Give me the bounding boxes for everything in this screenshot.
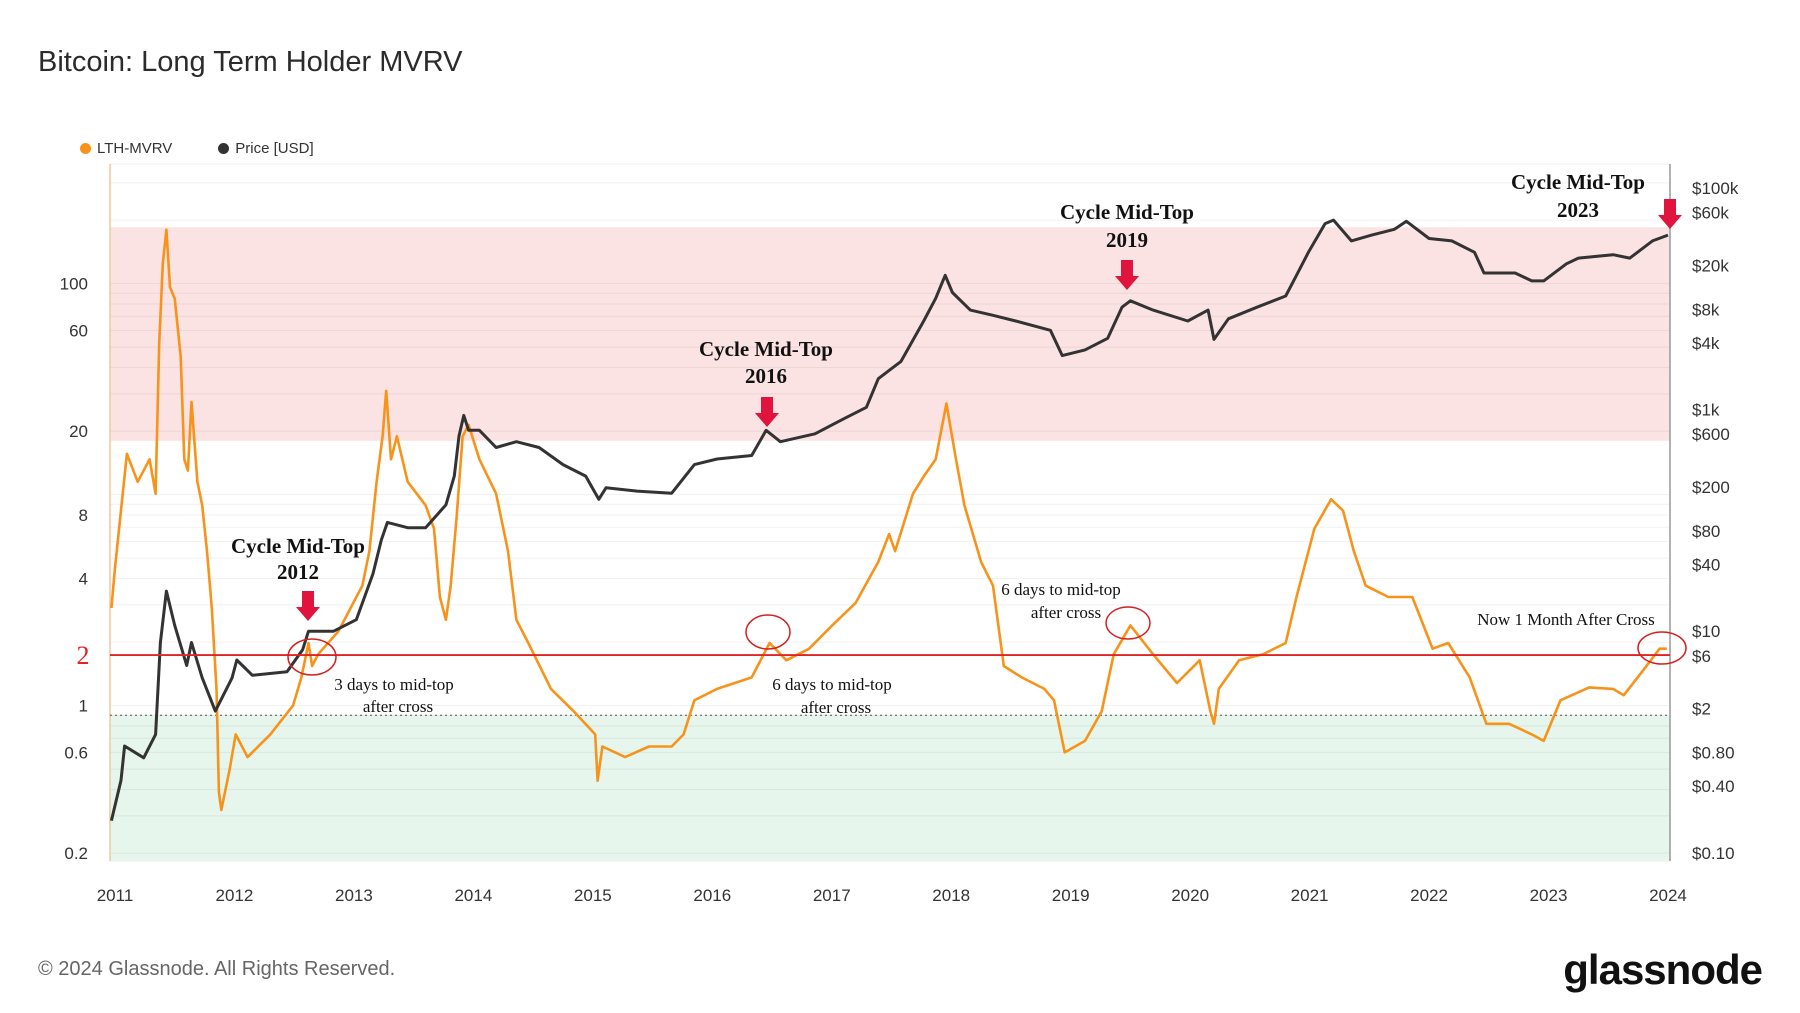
legend-item-lth-mvrv[interactable]: LTH-MVRV — [80, 140, 172, 157]
left-axis-tick-label: 20 — [69, 422, 88, 441]
arrow-down-icon — [1658, 199, 1682, 229]
annotation-title-2016: Cycle Mid-Top — [699, 337, 833, 361]
right-axis-tick-label: $40 — [1692, 555, 1720, 574]
right-axis-tick-label: $0.40 — [1692, 777, 1735, 796]
right-axis-tick-label: $10 — [1692, 622, 1720, 641]
annotation-note: after cross — [363, 697, 433, 716]
arrow-down-icon — [1115, 260, 1139, 290]
x-axis-tick-label: 2016 — [693, 886, 731, 905]
arrow-down-icon — [755, 397, 779, 427]
glassnode-logo: glassnode — [1563, 946, 1763, 993]
annotation-note: 3 days to mid-top — [334, 675, 453, 694]
cross-circle — [287, 638, 337, 676]
overvalued-band — [110, 227, 1670, 441]
x-axis-tick-label: 2018 — [932, 886, 970, 905]
right-axis-tick-label: $0.80 — [1692, 744, 1735, 763]
left-axis-tick-label: 100 — [60, 275, 88, 294]
annotation-year-2012: 2012 — [277, 560, 319, 584]
cross-circle — [745, 614, 791, 650]
right-axis-tick-label: $600 — [1692, 425, 1730, 444]
cross-circle — [1105, 606, 1151, 640]
right-axis-tick-label: $8k — [1692, 301, 1720, 320]
legend: LTH-MVRV Price [USD] — [80, 140, 314, 157]
annotation-year-2023: 2023 — [1557, 198, 1599, 222]
x-axis-tick-label: 2015 — [574, 886, 612, 905]
left-axis-tick-label: 4 — [79, 570, 88, 589]
x-axis-tick-label: 2014 — [454, 886, 492, 905]
legend-dot-icon — [218, 143, 230, 154]
copyright-footer: © 2024 Glassnode. All Rights Reserved. — [38, 958, 396, 980]
legend-label: Price [USD] — [235, 140, 314, 157]
annotation-note: Now 1 Month After Cross — [1477, 610, 1655, 629]
cross-circle — [1637, 631, 1687, 665]
x-axis-tick-label: 2024 — [1649, 886, 1687, 905]
undervalued-band — [110, 715, 1670, 861]
right-axis-tick-label: $6 — [1692, 647, 1711, 666]
right-axis-tick-label: $0.10 — [1692, 844, 1735, 863]
annotation-note: after cross — [1031, 603, 1101, 622]
annotation-note: 6 days to mid-top — [772, 675, 891, 694]
x-axis-tick-label: 2017 — [813, 886, 851, 905]
right-axis-tick-label: $100k — [1692, 179, 1739, 198]
series-line-price — [109, 218, 1669, 822]
x-axis-tick-label: 2019 — [1052, 886, 1090, 905]
left-axis-tick-label: 0.2 — [64, 844, 88, 863]
right-axis-tick-label: $60k — [1692, 204, 1729, 223]
x-axis-tick-label: 2020 — [1171, 886, 1209, 905]
annotation-title-2019: Cycle Mid-Top — [1060, 200, 1194, 224]
annotation-note: 6 days to mid-top — [1001, 580, 1120, 599]
annotation-year-2019: 2019 — [1106, 228, 1148, 252]
legend-item-price[interactable]: Price [USD] — [218, 140, 314, 157]
annotation-title-2012: Cycle Mid-Top — [231, 534, 365, 558]
x-axis-tick-label: 2023 — [1530, 886, 1568, 905]
left-axis-tick-label: 60 — [69, 321, 88, 340]
x-axis-tick-label: 2022 — [1410, 886, 1448, 905]
x-axis-tick-label: 2011 — [97, 886, 134, 905]
right-axis-tick-label: $2 — [1692, 700, 1711, 719]
right-axis-tick-label: $4k — [1692, 334, 1720, 353]
x-axis-tick-label: 2012 — [216, 886, 254, 905]
left-axis-tick-label: 1 — [79, 697, 88, 716]
left-axis-tick-label: 0.6 — [64, 743, 88, 762]
arrow-down-icon — [296, 591, 320, 621]
threshold-label: 2 — [77, 641, 90, 670]
right-axis-tick-label: $1k — [1692, 401, 1720, 420]
legend-label: LTH-MVRV — [97, 140, 173, 157]
right-axis-tick-label: $80 — [1692, 522, 1720, 541]
x-axis-tick-label: 2013 — [335, 886, 373, 905]
annotation-note: after cross — [801, 698, 871, 717]
x-axis-tick-label: 2021 — [1291, 886, 1329, 905]
left-axis-tick-label: 8 — [79, 506, 88, 525]
right-axis-tick-label: $20k — [1692, 256, 1729, 275]
series-line-lth-mvrv — [110, 228, 1667, 812]
right-axis-tick-label: $200 — [1692, 478, 1730, 497]
legend-dot-icon — [80, 143, 91, 154]
annotation-title-2023: Cycle Mid-Top — [1511, 170, 1645, 194]
annotation-year-2016: 2016 — [745, 364, 787, 388]
chart-title: Bitcoin: Long Term Holder MVRV — [38, 46, 463, 78]
